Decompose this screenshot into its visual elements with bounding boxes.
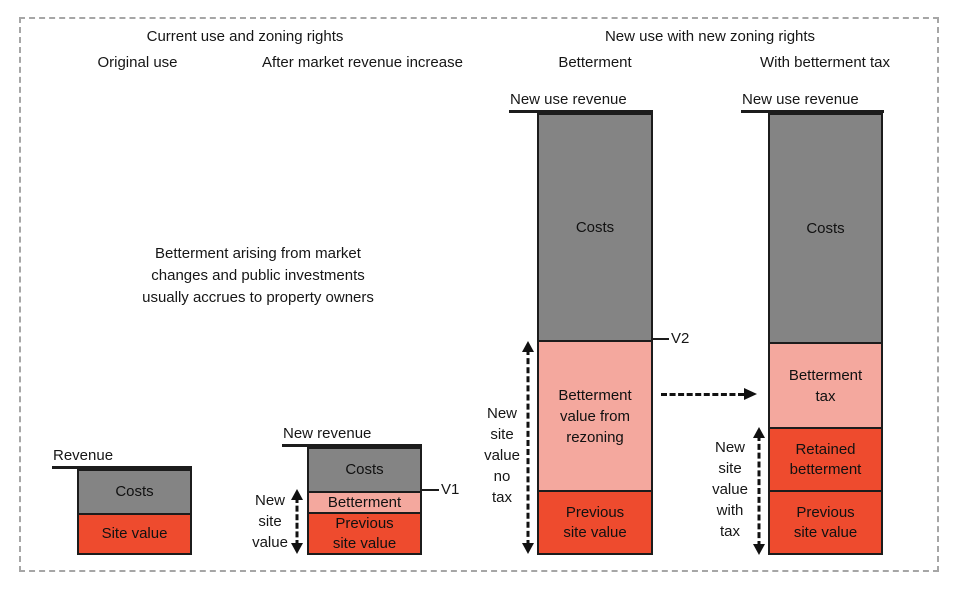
column-header-original-use: Original use [97,54,178,71]
bar3-revenue-label: New use revenue [510,91,627,108]
betterment-transfer-arrow [661,388,757,400]
bar1-costs-segment: Costs [79,471,190,513]
header-current-use: Current use and zoning rights [146,28,344,45]
bar1-site-value-segment: Site value [79,513,190,553]
bar3: Costs Betterment value from rezoning Pre… [537,113,653,555]
bar3-betterment-value-segment: Betterment value from rezoning [539,340,651,490]
bar2-costs-segment: Costs [309,449,420,491]
bar4-new-site-value-arrow [752,427,766,555]
column-header-betterment: Betterment [558,54,632,71]
bar2-previous-site-value-segment: Previous site value [309,512,420,553]
bar2-v1-marker: V1 [441,481,460,498]
arrow-down-icon [753,544,765,555]
bar2-new-site-value-arrow [290,489,304,554]
bar4-new-site-value-with-tax-label: New site value with tax [712,439,748,540]
bar4: Costs Betterment tax Retained betterment… [768,113,883,555]
arrow-down-icon [291,543,303,554]
bar2-betterment-segment: Betterment [309,491,420,512]
bar2-new-site-value-label: New site value [252,492,288,551]
bar3-costs-segment: Costs [539,115,651,340]
note-text: Betterment arising from market changes a… [142,245,374,306]
dashed-border-frame [19,17,939,572]
dashed-arrow-shaft [757,435,761,547]
bar1: Costs Site value [77,469,192,555]
bar3-revenue-line [509,110,653,113]
dashed-arrow-shaft [295,497,299,546]
bar4-revenue-line [741,110,884,113]
bar4-retained-betterment-segment: Retained betterment [770,427,881,490]
bar2: Costs Betterment Previous site value [307,447,422,555]
bar4-revenue-label: New use revenue [742,91,859,108]
bar3-new-site-value-arrow [521,341,535,554]
bar4-betterment-tax-segment: Betterment tax [770,342,881,427]
bar3-previous-site-value-segment: Previous site value [539,490,651,553]
bar3-v2-marker: V2 [671,330,690,347]
arrow-up-icon [753,427,765,438]
dashed-arrow-shaft [526,349,530,546]
bar3-new-site-value-no-tax-label: New site value no tax [484,405,520,506]
header-new-use: New use with new zoning rights [604,28,816,45]
column-header-after-market: After market revenue increase [262,54,463,71]
bar1-revenue-label: Revenue [53,447,114,464]
bar3-v2-tick [653,338,669,340]
bar4-previous-site-value-segment: Previous site value [770,490,881,553]
bar4-costs-segment: Costs [770,115,881,342]
bar2-revenue-line [282,444,422,447]
bar1-revenue-line [52,466,192,469]
arrow-up-icon [291,489,303,500]
bar2-v1-tick [422,489,439,491]
arrow-right-icon [744,388,757,400]
column-header-with-betterment-tax: With betterment tax [759,54,891,71]
bar2-revenue-label: New revenue [283,425,372,442]
arrow-up-icon [522,341,534,352]
arrow-down-icon [522,543,534,554]
